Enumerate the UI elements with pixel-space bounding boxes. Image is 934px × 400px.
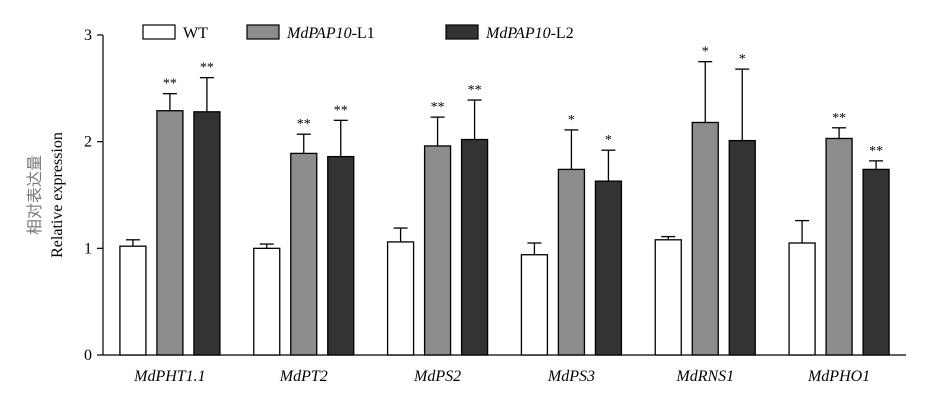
legend-item: WT — [142, 24, 208, 42]
bar — [253, 247, 281, 356]
x-category-label: MdPHO1 — [807, 368, 870, 385]
significance-marker: ** — [431, 100, 445, 115]
y-tick-label: 2 — [84, 134, 92, 151]
significance-marker: ** — [334, 103, 348, 118]
significance-marker: * — [702, 45, 709, 60]
y-axis-title: 相对表达量 Relative expression — [26, 132, 66, 258]
bar-group: MdPT2 ** ** — [253, 103, 355, 385]
y-tick-label: 1 — [84, 240, 92, 257]
x-category-label: MdRNS1 — [675, 368, 734, 385]
legend-label: MdPAP10-L2 — [485, 25, 574, 42]
legend-item: MdPAP10-L2 — [445, 24, 574, 42]
bar-group: MdPHT1.1 ** ** — [119, 61, 221, 385]
bar — [460, 138, 489, 356]
significance-marker: * — [568, 113, 575, 128]
significance-marker: ** — [832, 111, 846, 126]
bar — [788, 242, 816, 356]
legend-label: MdPAP10-L1 — [286, 25, 375, 42]
bar — [594, 180, 623, 356]
y-axis-label: Relative expression — [49, 132, 66, 258]
y-tick-label: 0 — [84, 347, 92, 364]
legend-item: MdPAP10-L1 — [246, 24, 375, 42]
bar — [327, 155, 355, 356]
bar — [654, 239, 682, 356]
bar — [862, 168, 890, 356]
bar — [520, 254, 549, 356]
significance-marker: ** — [297, 117, 311, 132]
bar — [825, 137, 853, 356]
x-category-label: MdPHT1.1 — [133, 368, 206, 385]
significance-marker: ** — [163, 77, 177, 92]
legend-swatch — [142, 24, 176, 40]
bar — [156, 110, 184, 356]
bar — [728, 139, 756, 356]
bars: MdPHT1.1****MdPT2****MdPS2****MdPS3**MdR… — [119, 45, 890, 385]
significance-marker: * — [605, 133, 612, 148]
bar-group: MdPS2 ** ** — [386, 83, 489, 385]
x-category-label: MdPT2 — [279, 368, 328, 385]
bar — [386, 241, 415, 356]
bar-group: MdPS3 * * — [520, 113, 623, 385]
bar — [290, 152, 318, 356]
x-category-label: MdPS2 — [413, 368, 461, 385]
bar — [119, 245, 147, 356]
legend-swatch — [445, 24, 479, 40]
significance-marker: ** — [468, 83, 482, 98]
legend-swatch — [246, 24, 280, 40]
significance-marker: ** — [200, 61, 214, 76]
significance-marker: * — [739, 52, 746, 67]
legend: WT MdPAP10-L1 MdPAP10-L2 — [142, 24, 574, 42]
y-axis-label-chinese: 相对表达量 — [26, 155, 44, 235]
significance-marker: ** — [869, 144, 883, 159]
bar — [691, 121, 719, 356]
x-category-label: MdPS3 — [547, 368, 595, 385]
bar-group: MdPHO1 ** ** — [788, 111, 890, 385]
bar — [193, 111, 221, 356]
bar-group: MdRNS1 * * — [654, 45, 756, 385]
y-tick-label: 3 — [84, 27, 92, 44]
bar — [557, 168, 586, 356]
bar — [423, 145, 452, 356]
axes: 0 1 2 3 — [84, 27, 906, 364]
legend-label: WT — [183, 25, 208, 42]
